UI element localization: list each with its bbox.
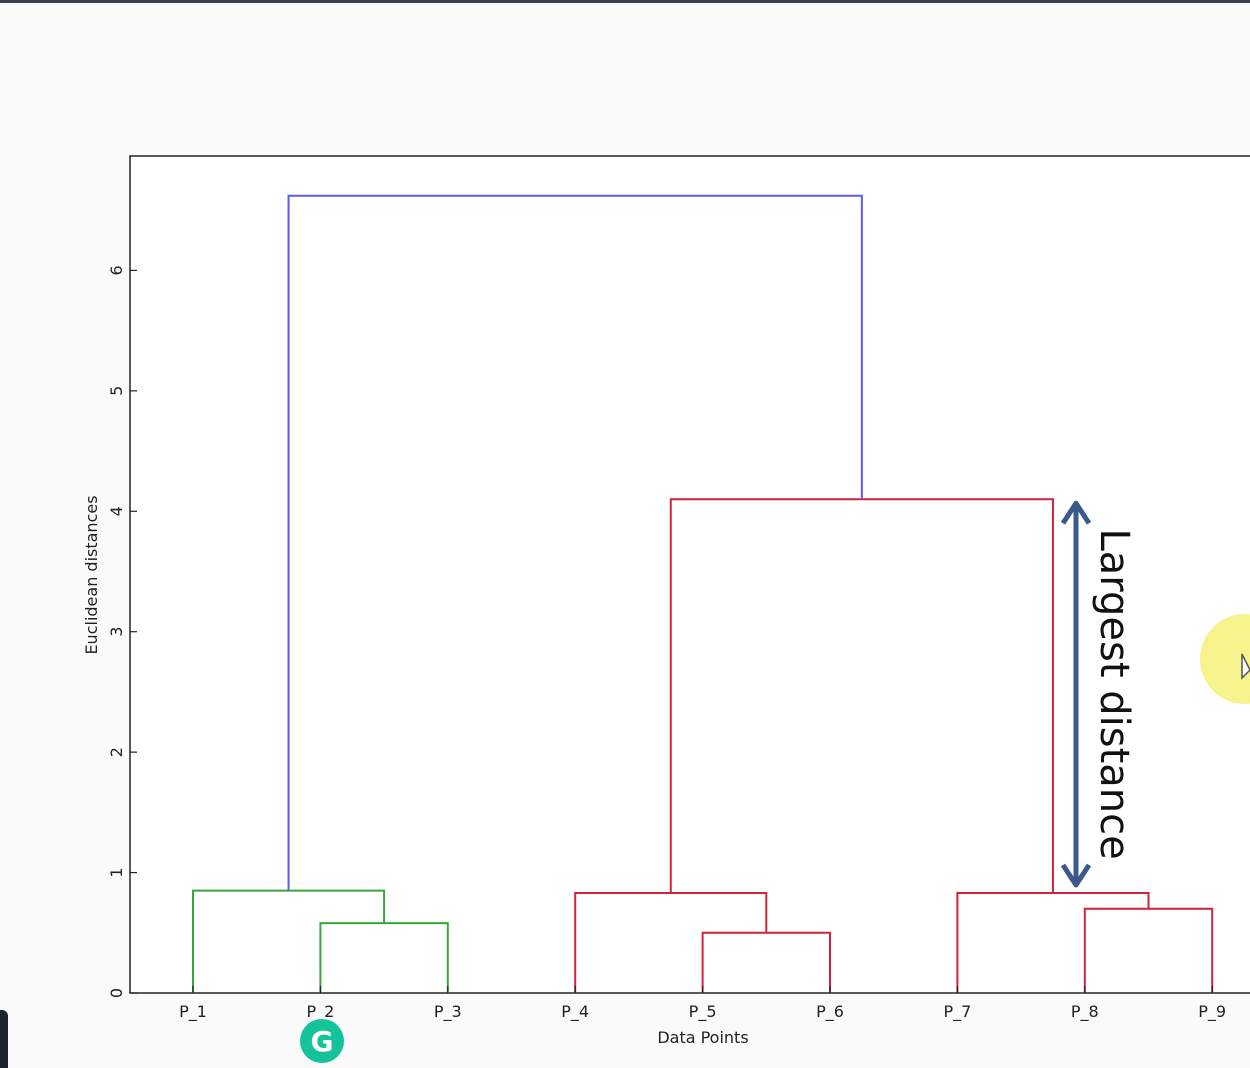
- y-tick-label: 1: [107, 867, 126, 877]
- dendrogram-link: [574, 892, 768, 993]
- y-tick-label: 4: [107, 506, 126, 516]
- top-bar: [0, 0, 1250, 3]
- x-tick-label: P_1: [179, 1002, 207, 1022]
- cursor-arrow-icon: [1241, 653, 1250, 680]
- y-tick-label: 2: [107, 747, 126, 757]
- y-tick-label: 6: [107, 265, 126, 275]
- annotation-arrow-head-top: [1060, 500, 1092, 525]
- dendrogram-link: [287, 194, 863, 891]
- x-tick-label: P_5: [689, 1002, 717, 1022]
- grammarly-icon[interactable]: G: [300, 1019, 344, 1063]
- plot-area: [129, 155, 1250, 994]
- annotation: Largest distance: [1060, 500, 1137, 888]
- x-axis-label: Data Points: [657, 1028, 748, 1047]
- x-tick-label: P_7: [943, 1002, 971, 1022]
- y-tick-label: 5: [107, 386, 126, 396]
- dendrogram-link: [956, 892, 1150, 993]
- y-ticks: 0 1 2 3 4 5 6: [107, 265, 137, 998]
- y-tick-label: 0: [107, 988, 126, 998]
- x-tick-label: P_8: [1071, 1002, 1099, 1022]
- dendrogram-links: [192, 194, 1214, 993]
- y-tick-label: 3: [107, 627, 126, 637]
- y-axis-label: Euclidean distances: [82, 495, 101, 654]
- x-tick-label: P_2: [306, 1002, 334, 1022]
- x-tick-label: P_4: [561, 1002, 589, 1022]
- x-tick-label: P_6: [816, 1002, 844, 1022]
- annotation-label: Largest distance: [1091, 528, 1137, 859]
- dendrogram-link: [1083, 907, 1214, 993]
- x-ticks: P_1 P_2 P_3 P_4 P_5 P_6 P_7 P_8 P_9: [179, 986, 1226, 1022]
- x-tick-label: P_3: [434, 1002, 462, 1022]
- plot-frame: [129, 155, 1250, 994]
- annotation-arrow-head-bottom: [1060, 863, 1092, 888]
- x-tick-label: P_9: [1198, 1002, 1226, 1022]
- dendrogram-link: [319, 922, 449, 993]
- window-corner: [0, 1010, 8, 1068]
